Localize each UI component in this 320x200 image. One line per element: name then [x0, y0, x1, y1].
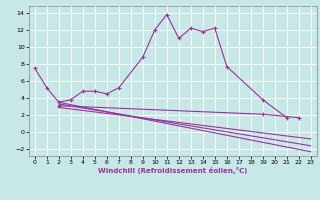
X-axis label: Windchill (Refroidissement éolien,°C): Windchill (Refroidissement éolien,°C) [98, 167, 247, 174]
